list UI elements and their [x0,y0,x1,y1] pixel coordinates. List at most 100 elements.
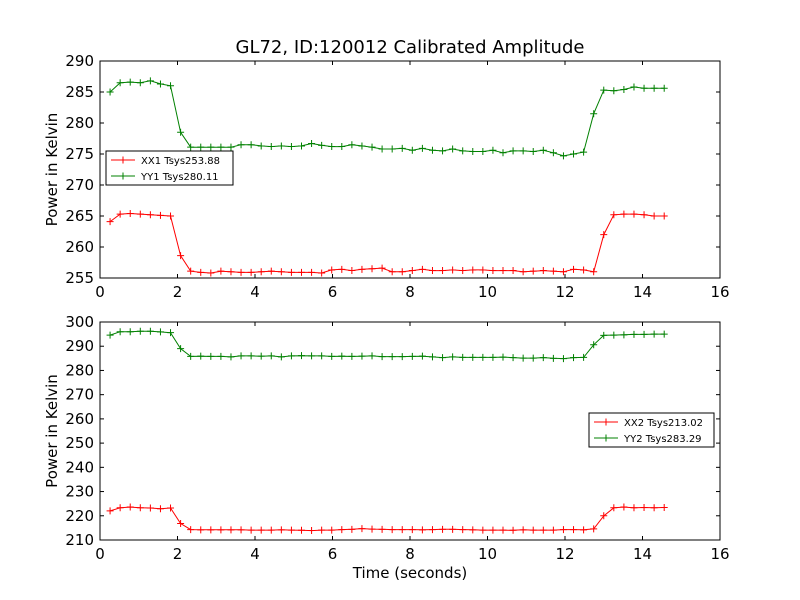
data-point [559,152,567,160]
data-point [217,526,225,534]
data-point [408,146,416,154]
data-point [237,141,245,149]
data-point [237,526,245,534]
y-tick-label: 275 [65,145,94,163]
data-point [408,526,416,534]
data-point [247,141,255,149]
legend-label: XX2 Tsys213.02 [624,418,703,429]
x-tick-label: 16 [710,283,729,301]
data-point [116,328,124,336]
data-point [378,264,386,272]
y-tick-label: 260 [65,238,94,256]
data-point [439,147,447,155]
data-point [247,352,255,360]
data-point [439,525,447,533]
data-point [318,141,326,149]
data-point [580,266,588,274]
data-point [388,526,396,534]
y-tick-label: 280 [65,361,94,379]
data-point [459,526,467,534]
x-tick-label: 2 [173,545,183,563]
data-point [469,526,477,534]
data-point [590,110,598,118]
data-point [308,268,316,276]
data-point [439,354,447,362]
x-tick-label: 6 [328,545,338,563]
data-point [509,526,517,534]
data-point [106,331,114,339]
y-tick-label: 280 [65,114,94,132]
y-tick-label: 285 [65,83,94,101]
data-point [126,328,134,336]
data-point [489,267,497,275]
data-point [277,268,285,276]
top-panel: 0 2 4 6 8 10 12 14 16 255 260 265 270 275 280 285 290 Pow… [43,52,730,301]
data-point [499,149,507,157]
data-point [187,143,195,151]
data-point [539,526,547,534]
data-point [207,143,215,151]
data-point [630,330,638,338]
data-point [227,526,235,534]
data-point [116,504,124,512]
data-point [348,141,356,149]
data-point [126,78,134,86]
x-tick-label: 10 [478,545,497,563]
data-point [287,526,295,534]
legend-label: XX1 Tsys253.88 [141,156,220,167]
data-point [650,504,658,512]
data-point [267,143,275,151]
data-point [630,210,638,218]
data-point [298,352,305,360]
data-point [167,504,175,512]
data-point [207,526,215,534]
legend: XX1 Tsys253.88 YY1 Tsys280.11 [105,150,234,186]
data-point [539,146,547,154]
data-point [469,148,477,156]
data-point [509,267,517,275]
data-point [529,148,537,156]
data-point [428,353,436,361]
data-point [549,267,557,275]
data-point [428,267,436,275]
x-tick-label: 8 [405,545,415,563]
data-point [529,526,537,534]
data-point [610,504,618,512]
x-tick-label: 16 [710,545,729,563]
data-point [640,504,648,512]
data-point [388,268,396,276]
data-point [197,143,205,151]
y-axis-label: Power in Kelvin [43,113,61,227]
data-point [428,146,436,154]
data-point [287,268,295,276]
data-point [499,353,507,361]
data-point [559,526,567,534]
data-point [660,84,668,92]
data-point [227,353,235,361]
data-point [580,526,588,534]
data-point [156,328,164,336]
data-point [388,353,396,361]
y-axis-label: Power in Kelvin [43,374,61,488]
data-point [358,352,366,360]
data-point [489,146,497,154]
data-point [418,352,426,360]
data-point [580,353,588,361]
data-point [650,330,658,338]
data-point [519,268,527,276]
data-point [489,526,497,534]
data-point [539,354,547,362]
x-tick-label: 12 [555,283,574,301]
data-point [207,352,215,360]
data-point [136,504,144,512]
x-tick-label: 14 [633,283,652,301]
data-point [600,231,608,239]
data-point [398,526,406,534]
data-point [408,267,416,275]
data-point [247,526,255,534]
data-point [106,88,114,96]
data-point [187,352,195,360]
data-point [287,143,295,151]
data-point [358,142,366,150]
